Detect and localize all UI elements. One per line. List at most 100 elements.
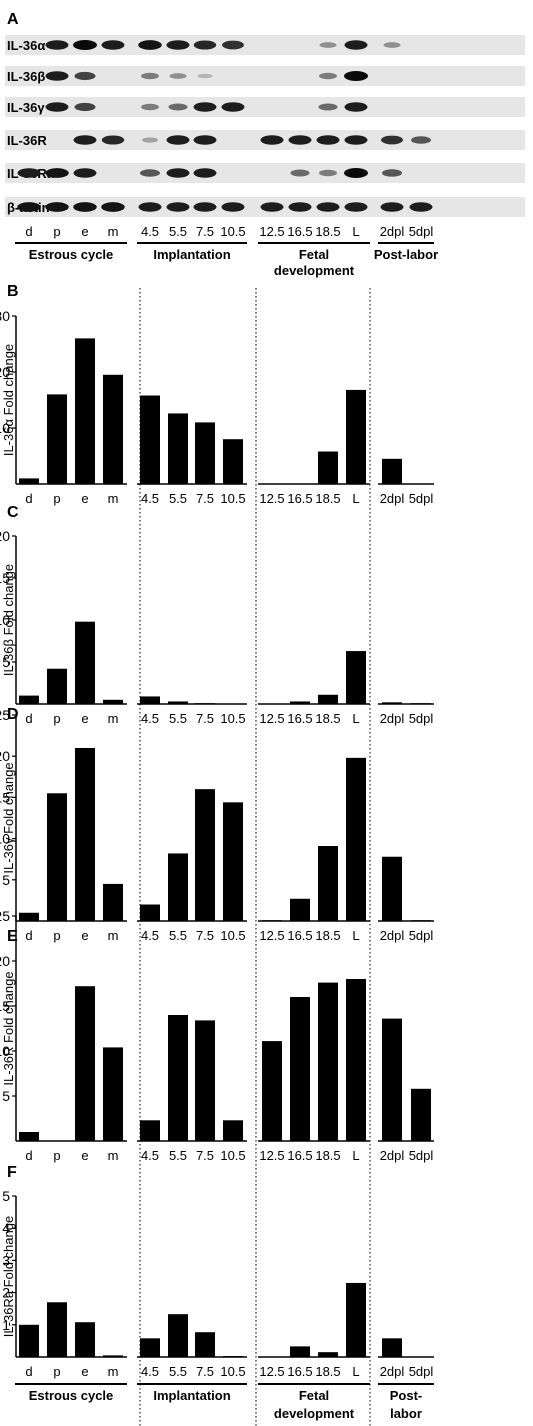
x-tick-label: 10.5 <box>220 491 245 506</box>
x-tick-label: 12.5 <box>259 491 284 506</box>
x-tick-label: L <box>352 1364 359 1379</box>
x-tick-label: 10.5 <box>220 1148 245 1163</box>
western-blot-panel: AIL-36αIL-36βIL-36γIL-36RIL-36Raβ-actind… <box>5 11 525 278</box>
blot-band <box>319 72 337 80</box>
blot-band <box>141 103 159 111</box>
bar-7.5 <box>195 422 215 484</box>
blot-band <box>45 102 69 112</box>
x-tick-label: e <box>81 1364 88 1379</box>
x-tick-label: 2dpl <box>380 711 405 726</box>
blot-band <box>193 102 217 112</box>
x-tick-label: 5dpl <box>409 491 434 506</box>
blot-strip <box>5 163 525 183</box>
blot-band <box>193 202 217 212</box>
bar-12.5 <box>262 1041 282 1141</box>
x-tick-label: 2dpl <box>380 1148 405 1163</box>
y-tick-label: 5 <box>2 872 10 888</box>
y-axis-label: IL-36R Fold change <box>1 971 16 1085</box>
lane-label: 10.5 <box>220 224 245 239</box>
x-tick-label: 10.5 <box>220 1364 245 1379</box>
chart-panel-c: C 5 10 15 20 IL-36β Fold change d p e m 4.5 5.5 7.5 1… <box>0 504 434 726</box>
y-tick-label: 1 <box>2 1317 10 1333</box>
blot-row-label: IL-36γ <box>7 100 45 115</box>
bar-16.5 <box>290 997 310 1141</box>
bar-4.5 <box>140 904 160 921</box>
x-tick-label: d <box>25 1364 32 1379</box>
blot-band <box>73 168 97 178</box>
blot-band <box>411 136 431 144</box>
x-tick-label: 18.5 <box>315 1364 340 1379</box>
x-tick-label: 16.5 <box>287 491 312 506</box>
bar-d <box>19 478 39 484</box>
x-tick-label: 7.5 <box>196 1364 214 1379</box>
x-tick-label: L <box>352 491 359 506</box>
x-tick-label: 16.5 <box>287 1148 312 1163</box>
blot-band <box>17 202 41 212</box>
y-tick-label: 30 <box>0 308 10 324</box>
blot-band <box>319 42 337 48</box>
panel-letter: F <box>7 1164 17 1181</box>
x-tick-label: d <box>25 1148 32 1163</box>
blot-band <box>45 202 69 212</box>
blot-band <box>101 135 125 145</box>
blot-band <box>344 135 368 145</box>
x-tick-label: L <box>352 711 359 726</box>
blot-band <box>17 168 41 178</box>
bar-5.5 <box>168 413 188 484</box>
x-tick-label: d <box>25 711 32 726</box>
x-tick-label: p <box>53 1148 60 1163</box>
x-tick-label: 5.5 <box>169 1364 187 1379</box>
bar-p <box>47 394 67 484</box>
blot-band <box>73 202 97 212</box>
lane-label: 2dpl <box>380 224 405 239</box>
blot-band <box>101 202 125 212</box>
group-label: Fetal <box>299 1388 329 1403</box>
bar-d <box>19 695 39 704</box>
y-tick-label: 5 <box>2 654 10 670</box>
x-tick-label: e <box>81 711 88 726</box>
x-tick-label: e <box>81 1148 88 1163</box>
bar-L <box>346 979 366 1141</box>
x-tick-label: 5.5 <box>169 711 187 726</box>
lane-label: 12.5 <box>259 224 284 239</box>
blot-band <box>344 40 368 50</box>
bar-7.5 <box>195 1332 215 1357</box>
x-tick-label: 7.5 <box>196 928 214 943</box>
x-tick-label: 5dpl <box>409 1148 434 1163</box>
group-label: labor <box>390 1406 422 1421</box>
y-tick-label: 10 <box>0 420 10 436</box>
blot-band <box>45 71 69 81</box>
x-tick-label: 2dpl <box>380 491 405 506</box>
blot-band <box>138 40 162 50</box>
blot-strip <box>5 66 525 86</box>
x-tick-label: 12.5 <box>259 711 284 726</box>
x-tick-label: L <box>352 1148 359 1163</box>
chart-panel-e: E 5 10 15 20 25 IL-36R Fold change d p e m 4.5 5.5 7.… <box>0 908 434 1163</box>
bar-m <box>103 1047 123 1141</box>
bar-2dpl <box>382 458 402 484</box>
bar-d <box>19 912 39 921</box>
bar-e <box>75 1322 95 1357</box>
x-tick-label: p <box>53 1364 60 1379</box>
x-tick-label: 5dpl <box>409 928 434 943</box>
blot-band <box>344 102 368 112</box>
y-tick-label: 5 <box>2 1088 10 1104</box>
blot-band <box>260 135 284 145</box>
y-tick-label: 20 <box>0 748 10 764</box>
group-label: development <box>274 263 355 278</box>
group-label: Estrous cycle <box>29 247 114 262</box>
bar-10.5 <box>223 802 243 921</box>
lane-label: 16.5 <box>287 224 312 239</box>
blot-band <box>166 202 190 212</box>
blot-band <box>409 202 433 212</box>
y-axis-label: IL-36β Fold change <box>1 564 16 676</box>
blot-band <box>382 169 402 177</box>
lane-label: p <box>53 224 60 239</box>
blot-band <box>316 135 340 145</box>
blot-strip <box>5 97 525 117</box>
x-tick-label: m <box>108 491 119 506</box>
blot-band <box>288 202 312 212</box>
y-tick-label: 25 <box>0 707 10 723</box>
x-tick-label: 5.5 <box>169 928 187 943</box>
bar-5dpl <box>411 920 431 921</box>
